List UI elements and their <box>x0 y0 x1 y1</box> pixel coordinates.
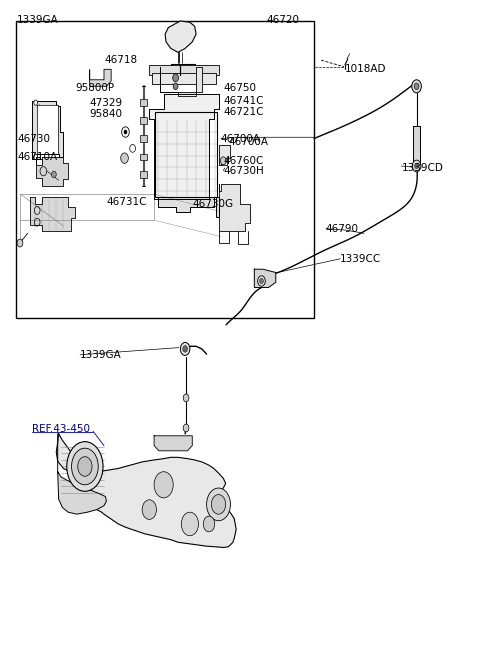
Circle shape <box>206 488 230 521</box>
Bar <box>152 73 216 84</box>
Text: 46731C: 46731C <box>107 197 147 207</box>
Text: 95840: 95840 <box>90 109 123 119</box>
Circle shape <box>260 278 264 283</box>
Polygon shape <box>149 94 218 199</box>
Circle shape <box>34 154 37 159</box>
Circle shape <box>181 512 199 536</box>
Text: 1339GA: 1339GA <box>17 14 59 25</box>
Circle shape <box>415 163 419 169</box>
Polygon shape <box>158 197 218 217</box>
Polygon shape <box>160 67 202 96</box>
Text: 46700A: 46700A <box>221 134 261 144</box>
Circle shape <box>124 130 127 134</box>
Polygon shape <box>56 434 236 548</box>
Circle shape <box>17 239 23 247</box>
Bar <box>140 117 147 123</box>
Text: 46790: 46790 <box>326 224 359 234</box>
Text: 46700A: 46700A <box>228 137 268 147</box>
Circle shape <box>211 495 226 514</box>
Text: 46730G: 46730G <box>192 199 233 209</box>
Circle shape <box>183 346 188 352</box>
Circle shape <box>203 516 215 532</box>
Polygon shape <box>218 184 250 232</box>
Circle shape <box>51 171 56 178</box>
Circle shape <box>412 80 421 93</box>
Text: 46721C: 46721C <box>223 107 264 117</box>
Circle shape <box>142 500 156 520</box>
Polygon shape <box>254 269 276 287</box>
Text: 46741C: 46741C <box>223 96 264 106</box>
Circle shape <box>180 342 190 356</box>
Bar <box>140 154 147 160</box>
Text: 1018AD: 1018AD <box>345 64 386 73</box>
Text: 46710A: 46710A <box>17 152 57 162</box>
Polygon shape <box>36 157 68 186</box>
Polygon shape <box>33 100 63 159</box>
Text: 46730: 46730 <box>17 134 50 144</box>
Circle shape <box>154 472 173 498</box>
Circle shape <box>220 157 226 165</box>
Polygon shape <box>37 104 58 154</box>
Circle shape <box>183 424 189 432</box>
Polygon shape <box>154 436 192 451</box>
Polygon shape <box>58 434 107 514</box>
Text: 46750: 46750 <box>223 83 256 92</box>
Bar <box>155 112 217 197</box>
Polygon shape <box>165 21 196 52</box>
Polygon shape <box>413 125 420 165</box>
Circle shape <box>258 276 265 286</box>
Circle shape <box>183 394 189 402</box>
Text: 1339GA: 1339GA <box>80 350 122 359</box>
Polygon shape <box>90 70 111 87</box>
Circle shape <box>173 74 179 82</box>
Bar <box>16 21 314 318</box>
Circle shape <box>67 441 103 491</box>
Text: 46720: 46720 <box>266 14 299 25</box>
Text: REF.43-450: REF.43-450 <box>33 424 90 434</box>
Circle shape <box>34 100 37 105</box>
Polygon shape <box>30 197 75 232</box>
Circle shape <box>412 160 421 172</box>
Bar <box>140 99 147 106</box>
Text: 46730H: 46730H <box>223 165 264 176</box>
Bar <box>140 171 147 178</box>
Text: 46760C: 46760C <box>223 155 264 166</box>
Bar <box>140 135 147 142</box>
Circle shape <box>120 153 128 163</box>
Circle shape <box>78 457 92 476</box>
Text: 1339CD: 1339CD <box>402 163 444 173</box>
Circle shape <box>414 83 419 90</box>
Text: 95800P: 95800P <box>75 83 115 92</box>
Text: 1339CC: 1339CC <box>340 254 382 264</box>
Bar <box>149 65 218 75</box>
Circle shape <box>72 448 98 485</box>
Polygon shape <box>218 145 230 165</box>
Text: 46718: 46718 <box>104 55 137 65</box>
Circle shape <box>173 83 178 90</box>
Text: 47329: 47329 <box>90 98 123 108</box>
